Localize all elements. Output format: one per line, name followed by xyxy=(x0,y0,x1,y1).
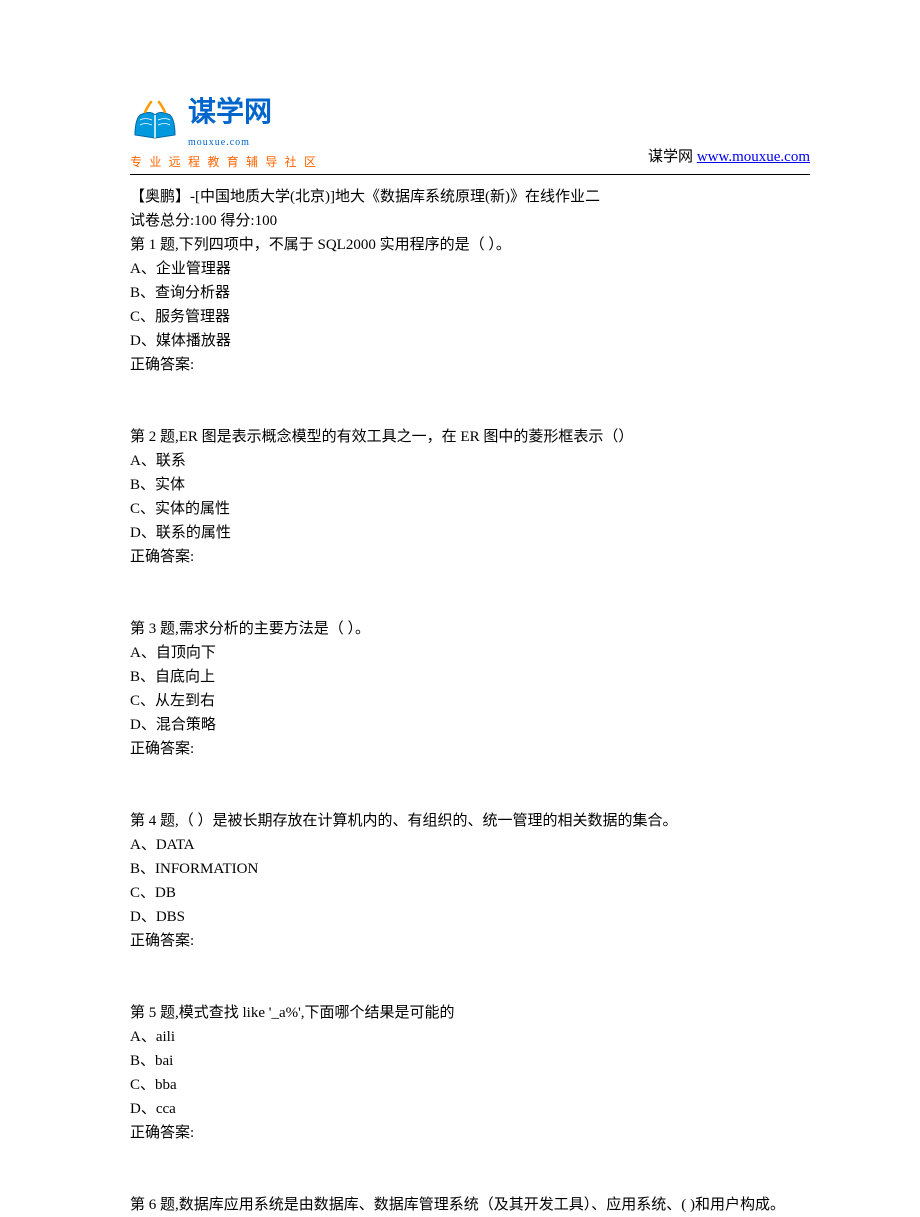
option-c: C、服务管理器 xyxy=(130,305,810,329)
spacer xyxy=(130,593,810,617)
option-d: D、联系的属性 xyxy=(130,521,810,545)
option-a: A、aili xyxy=(130,1025,810,1049)
answer-label: 正确答案: xyxy=(130,929,810,953)
logo: 谋学网 mouxue.com xyxy=(130,90,318,151)
option-b: B、实体 xyxy=(130,473,810,497)
question-text: 第 4 题,（ ）是被长期存放在计算机内的、有组织的、统一管理的相关数据的集合。 xyxy=(130,809,810,833)
question-3: 第 3 题,需求分析的主要方法是（ ）。 A、自顶向下 B、自底向上 C、从左到… xyxy=(130,617,810,761)
option-c: C、bba xyxy=(130,1073,810,1097)
score-line: 试卷总分:100 得分:100 xyxy=(130,209,810,233)
header-right: 谋学网 www.mouxue.com xyxy=(648,145,810,172)
question-text: 第 3 题,需求分析的主要方法是（ ）。 xyxy=(130,617,810,641)
question-text: 第 6 题,数据库应用系统是由数据库、数据库管理系统（及其开发工具）、应用系统、… xyxy=(130,1193,810,1217)
page-header: 谋学网 mouxue.com 专 业 远 程 教 育 辅 导 社 区 谋学网 w… xyxy=(130,0,810,175)
logo-subtitle: mouxue.com xyxy=(188,135,272,151)
option-c: C、DB xyxy=(130,881,810,905)
site-link[interactable]: www.mouxue.com xyxy=(697,149,810,165)
spacer xyxy=(130,401,810,425)
option-d: D、cca xyxy=(130,1097,810,1121)
option-b: B、INFORMATION xyxy=(130,857,810,881)
answer-label: 正确答案: xyxy=(130,737,810,761)
book-icon xyxy=(130,100,180,140)
question-4: 第 4 题,（ ）是被长期存放在计算机内的、有组织的、统一管理的相关数据的集合。… xyxy=(130,809,810,953)
logo-text-wrap: 谋学网 mouxue.com xyxy=(188,90,272,151)
question-6: 第 6 题,数据库应用系统是由数据库、数据库管理系统（及其开发工具）、应用系统、… xyxy=(130,1193,810,1217)
logo-title: 谋学网 xyxy=(188,96,272,127)
option-d: D、DBS xyxy=(130,905,810,929)
option-a: A、自顶向下 xyxy=(130,641,810,665)
option-a: A、联系 xyxy=(130,449,810,473)
spacer xyxy=(130,977,810,1001)
option-d: D、媒体播放器 xyxy=(130,329,810,353)
spacer xyxy=(130,785,810,809)
tagline: 专 业 远 程 教 育 辅 导 社 区 xyxy=(130,153,318,172)
option-b: B、查询分析器 xyxy=(130,281,810,305)
question-2: 第 2 题,ER 图是表示概念模型的有效工具之一，在 ER 图中的菱形框表示（）… xyxy=(130,425,810,569)
logo-section: 谋学网 mouxue.com 专 业 远 程 教 育 辅 导 社 区 xyxy=(130,90,318,172)
question-text: 第 2 题,ER 图是表示概念模型的有效工具之一，在 ER 图中的菱形框表示（） xyxy=(130,425,810,449)
option-c: C、实体的属性 xyxy=(130,497,810,521)
option-a: A、DATA xyxy=(130,833,810,857)
option-d: D、混合策略 xyxy=(130,713,810,737)
answer-label: 正确答案: xyxy=(130,545,810,569)
question-1: 第 1 题,下列四项中，不属于 SQL2000 实用程序的是（ ）。 A、企业管… xyxy=(130,233,810,377)
answer-label: 正确答案: xyxy=(130,353,810,377)
option-a: A、企业管理器 xyxy=(130,257,810,281)
answer-label: 正确答案: xyxy=(130,1121,810,1145)
logo-main-text: 谋学网 xyxy=(188,90,272,135)
spacer xyxy=(130,1169,810,1193)
document-title: 【奥鹏】-[中国地质大学(北京)]地大《数据库系统原理(新)》在线作业二 xyxy=(130,185,810,209)
content-area: 【奥鹏】-[中国地质大学(北京)]地大《数据库系统原理(新)》在线作业二 试卷总… xyxy=(0,180,920,1217)
header-right-text: 谋学网 xyxy=(648,149,697,165)
question-text: 第 5 题,模式查找 like '_a%',下面哪个结果是可能的 xyxy=(130,1001,810,1025)
option-b: B、bai xyxy=(130,1049,810,1073)
question-5: 第 5 题,模式查找 like '_a%',下面哪个结果是可能的 A、aili … xyxy=(130,1001,810,1145)
option-c: C、从左到右 xyxy=(130,689,810,713)
question-text: 第 1 题,下列四项中，不属于 SQL2000 实用程序的是（ ）。 xyxy=(130,233,810,257)
option-b: B、自底向上 xyxy=(130,665,810,689)
